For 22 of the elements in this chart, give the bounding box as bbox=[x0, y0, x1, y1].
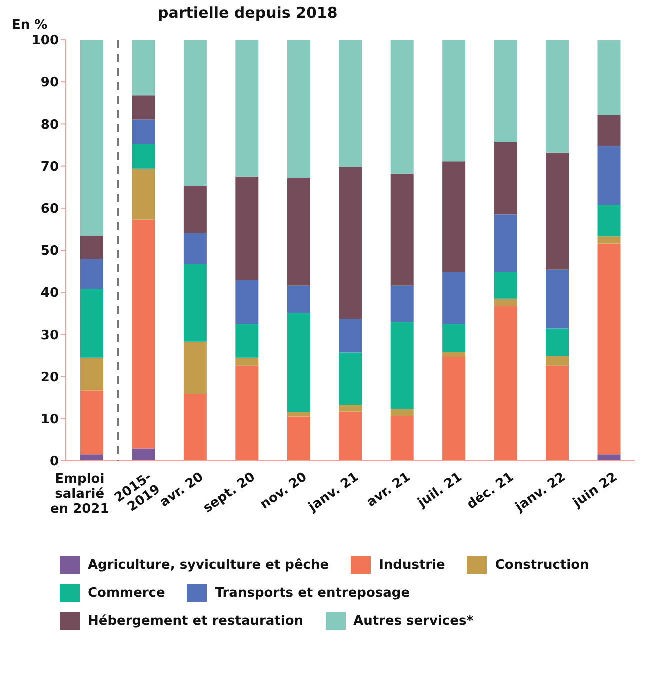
y-tick-label: 100 bbox=[32, 34, 59, 49]
y-tick-label: 30 bbox=[40, 328, 59, 344]
legend-label: Agriculture, syviculture et pêche bbox=[88, 558, 330, 572]
y-tick-label: 70 bbox=[40, 160, 59, 175]
y-tick-label: 60 bbox=[40, 202, 59, 218]
legend-label: Commerce bbox=[88, 586, 166, 600]
legend-label: Autres services* bbox=[354, 614, 474, 628]
x-tick-label: avr. 21 bbox=[364, 470, 414, 510]
y-tick-label: 40 bbox=[40, 286, 59, 302]
legend-label: Transports et entreposage bbox=[215, 586, 410, 600]
y-tick-label: 80 bbox=[40, 118, 59, 133]
y-tick-label: 10 bbox=[40, 412, 59, 428]
legend-label: Industrie bbox=[379, 558, 446, 572]
y-tick-label: 90 bbox=[40, 76, 59, 91]
x-tick-label: Emploi salarié en 2021 bbox=[50, 472, 110, 517]
chart-title: partielle depuis 2018 bbox=[158, 4, 338, 22]
y-tick-label: 50 bbox=[40, 244, 59, 260]
y-tick-label: 20 bbox=[40, 370, 59, 386]
legend-label: Hébergement et restauration bbox=[88, 614, 304, 628]
y-axis-title: En % bbox=[12, 18, 48, 33]
y-tick-label: 0 bbox=[50, 454, 59, 470]
legend-label: Construction bbox=[495, 558, 590, 572]
